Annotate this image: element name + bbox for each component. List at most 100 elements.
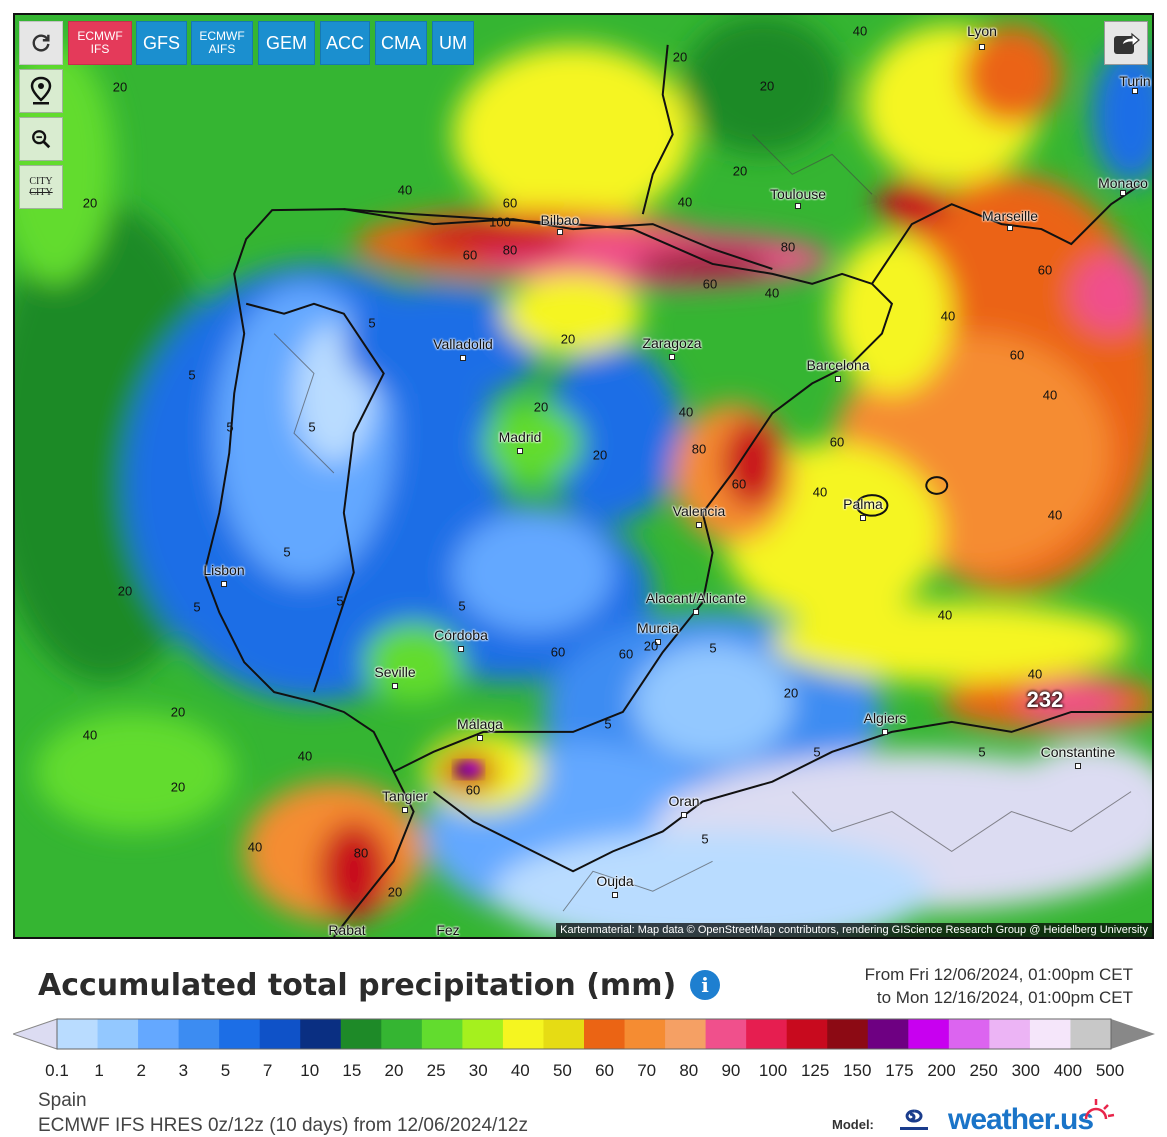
region-name: Spain bbox=[38, 1090, 87, 1111]
scale-tick-label: 60 bbox=[595, 1061, 614, 1080]
city-label: Barcelona bbox=[806, 357, 870, 373]
contour-label: 5 bbox=[368, 315, 376, 331]
site-name: weather.us bbox=[948, 1103, 1094, 1136]
model-button-gfs[interactable]: GFS bbox=[136, 21, 187, 65]
contour-label: 40 bbox=[82, 727, 98, 743]
contour-label: 40 bbox=[397, 182, 413, 198]
scale-tick-label: 15 bbox=[342, 1061, 361, 1080]
city-marker bbox=[1007, 225, 1013, 231]
scale-swatch bbox=[948, 1019, 990, 1049]
max-value-label: 232 bbox=[1026, 687, 1064, 712]
refresh-button[interactable] bbox=[19, 21, 63, 65]
contour-label: 20 bbox=[759, 78, 775, 94]
scale-swatch bbox=[786, 1019, 828, 1049]
scale-swatch bbox=[705, 1019, 747, 1049]
precipitation-map[interactable]: ECMWF IFS GFS ECMWF AIFS GEM ACC CMA UM CITY C… bbox=[13, 13, 1154, 939]
city-label: Palma bbox=[843, 496, 883, 512]
precipitation-field bbox=[15, 15, 1152, 937]
contour-label: 20 bbox=[387, 884, 403, 900]
scale-swatch bbox=[502, 1019, 544, 1049]
contour-label: 60 bbox=[462, 247, 478, 263]
model-button-ecmwf-ifs[interactable]: ECMWF IFS bbox=[68, 21, 132, 65]
city-marker bbox=[1075, 763, 1081, 769]
forecast-period: From Fri 12/06/2024, 01:00pm CET to Mon … bbox=[865, 963, 1133, 1009]
zoom-out-button[interactable] bbox=[19, 117, 63, 161]
city-marker bbox=[612, 892, 618, 898]
contour-label: 20 bbox=[170, 704, 186, 720]
contour-label: 60 bbox=[550, 644, 566, 660]
scale-tick-label: 10 bbox=[300, 1061, 319, 1080]
city-label: Lisbon bbox=[203, 562, 245, 578]
scale-tick-label: 7 bbox=[263, 1061, 272, 1080]
city-label: Algiers bbox=[863, 710, 907, 726]
model-button-cma[interactable]: CMA bbox=[375, 21, 427, 65]
city-label: Madrid bbox=[498, 429, 542, 445]
city-marker bbox=[460, 355, 466, 361]
contour-label: 40 bbox=[1027, 666, 1043, 682]
city-marker bbox=[693, 609, 699, 615]
scale-tick-label: 0.1 bbox=[45, 1061, 69, 1080]
coastline bbox=[203, 44, 1152, 937]
contour-label: 40 bbox=[852, 23, 868, 39]
city-label: Málaga bbox=[457, 716, 503, 732]
scale-tick-label: 250 bbox=[969, 1061, 997, 1080]
refresh-icon bbox=[32, 34, 50, 52]
city-marker bbox=[517, 448, 523, 454]
contour-label: 60 bbox=[1037, 262, 1053, 278]
contour-label: 20 bbox=[82, 195, 98, 211]
city-toggle-button[interactable]: CITY CITY bbox=[19, 165, 63, 209]
city-label: Turin bbox=[1119, 73, 1151, 89]
scale-tick-label: 2 bbox=[137, 1061, 146, 1080]
location-button[interactable] bbox=[19, 69, 63, 113]
model-button-ecmwf-aifs[interactable]: ECMWF AIFS bbox=[191, 21, 253, 65]
scale-tick-label: 200 bbox=[927, 1061, 955, 1080]
scale-swatch bbox=[624, 1019, 666, 1049]
contour-label: 40 bbox=[678, 404, 694, 420]
city-marker bbox=[835, 376, 841, 382]
contour-label: 5 bbox=[813, 744, 821, 760]
contour-label: 20 bbox=[643, 638, 659, 654]
contour-label: 60 bbox=[502, 195, 518, 211]
city-label: Monaco bbox=[1098, 175, 1148, 191]
model-button-gem[interactable]: GEM bbox=[258, 21, 315, 65]
contour-label: 20 bbox=[112, 79, 128, 95]
ecmwf-logo-icon bbox=[900, 1109, 928, 1130]
contour-label: 40 bbox=[1047, 507, 1063, 523]
scale-swatch bbox=[1029, 1019, 1071, 1049]
city-marker bbox=[882, 729, 888, 735]
contour-label: 20 bbox=[732, 163, 748, 179]
scale-swatch bbox=[138, 1019, 180, 1049]
city-label: Alacant/Alicante bbox=[645, 590, 747, 606]
city-label: Marseille bbox=[981, 208, 1039, 224]
info-icon[interactable]: i bbox=[690, 970, 720, 1000]
city-toggle-bottom: CITY bbox=[29, 187, 53, 198]
contour-label: 5 bbox=[604, 716, 612, 732]
branding[interactable]: Model: weather.us bbox=[832, 1097, 1152, 1136]
model-run-info: ECMWF IFS HRES 0z/12z (10 days) from 12/… bbox=[38, 1115, 528, 1136]
city-marker bbox=[1132, 88, 1138, 94]
city-marker bbox=[557, 229, 563, 235]
scale-swatch bbox=[97, 1019, 139, 1049]
city-label: Toulouse bbox=[769, 186, 827, 202]
contour-label: 5 bbox=[701, 831, 709, 847]
color-scale-ticks: 0.1 1 2 3 5 7 10 15 20 25 30 40 50 60 70 80 90 100 125 150 1… bbox=[45, 1061, 1124, 1080]
scale-tick-label: 5 bbox=[221, 1061, 230, 1080]
contour-label: 5 bbox=[709, 640, 717, 656]
city-label: Murcia bbox=[636, 620, 680, 636]
contour-label: 60 bbox=[1009, 347, 1025, 363]
city-marker bbox=[669, 354, 675, 360]
share-button[interactable] bbox=[1104, 21, 1148, 65]
city-label: Constantine bbox=[1040, 744, 1116, 760]
model-button-um[interactable]: UM bbox=[432, 21, 474, 65]
map-attribution[interactable]: Kartenmaterial: Map data © OpenStreetMap… bbox=[556, 923, 1152, 937]
city-marker bbox=[392, 683, 398, 689]
contour-label: 80 bbox=[502, 242, 518, 258]
scale-swatch bbox=[665, 1019, 707, 1049]
city-label: Rabat bbox=[328, 922, 366, 938]
model-button-acc[interactable]: ACC bbox=[320, 21, 370, 65]
city-marker bbox=[402, 807, 408, 813]
contour-label: 80 bbox=[780, 239, 796, 255]
zoom-out-icon bbox=[32, 130, 51, 149]
contour-label: 60 bbox=[465, 782, 481, 798]
city-marker bbox=[655, 639, 661, 645]
